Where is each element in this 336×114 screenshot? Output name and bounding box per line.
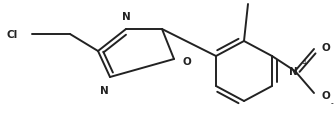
Text: -: - (331, 99, 333, 108)
Text: O: O (321, 90, 330, 100)
Text: Cl: Cl (7, 30, 18, 40)
Text: N: N (100, 85, 109, 95)
Text: O: O (321, 43, 330, 53)
Text: O: O (182, 57, 191, 66)
Text: N: N (289, 66, 297, 76)
Text: N: N (122, 12, 130, 22)
Text: +: + (301, 58, 307, 67)
